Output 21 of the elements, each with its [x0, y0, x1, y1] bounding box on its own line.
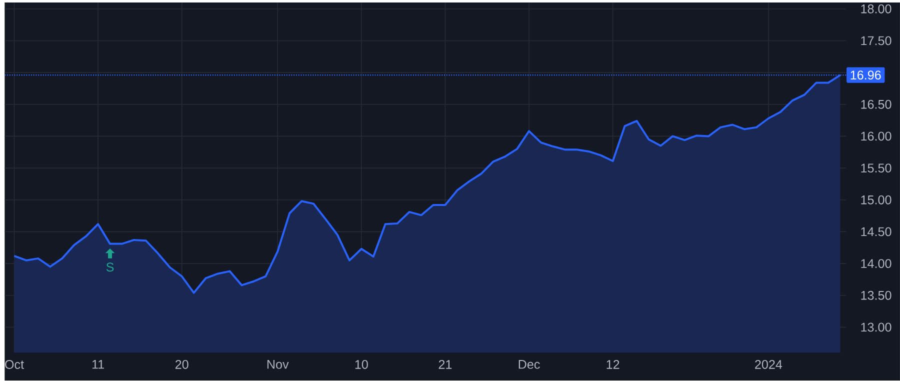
y-tick-label: 14.00 — [861, 259, 892, 268]
x-tick-label: 12 — [606, 360, 620, 370]
y-tick-label: 15.00 — [861, 196, 892, 205]
ref-line-label: 16.96 — [850, 70, 881, 80]
y-tick-label: 13.00 — [861, 322, 892, 332]
x-tick-label: 2024 — [755, 360, 782, 370]
y-tick-label: 16.00 — [861, 132, 892, 141]
y-tick-label: 17.50 — [861, 36, 892, 46]
x-tick-label: Dec — [518, 360, 540, 370]
y-tick-label: 15.50 — [861, 164, 892, 173]
y-tick-label: 14.50 — [861, 227, 892, 236]
x-tick-label: Oct — [5, 360, 24, 370]
x-tick-label: 10 — [355, 360, 368, 370]
y-tick-label: 18.00 — [861, 4, 892, 14]
x-tick-label: 20 — [175, 360, 188, 370]
x-tick-label: 11 — [92, 360, 104, 369]
x-tick-label: Nov — [267, 360, 289, 370]
annotation: S — [106, 262, 114, 272]
y-tick-label: 16.50 — [861, 100, 892, 110]
x-tick-label: 21 — [438, 360, 452, 370]
y-tick-label: 13.50 — [861, 291, 892, 300]
